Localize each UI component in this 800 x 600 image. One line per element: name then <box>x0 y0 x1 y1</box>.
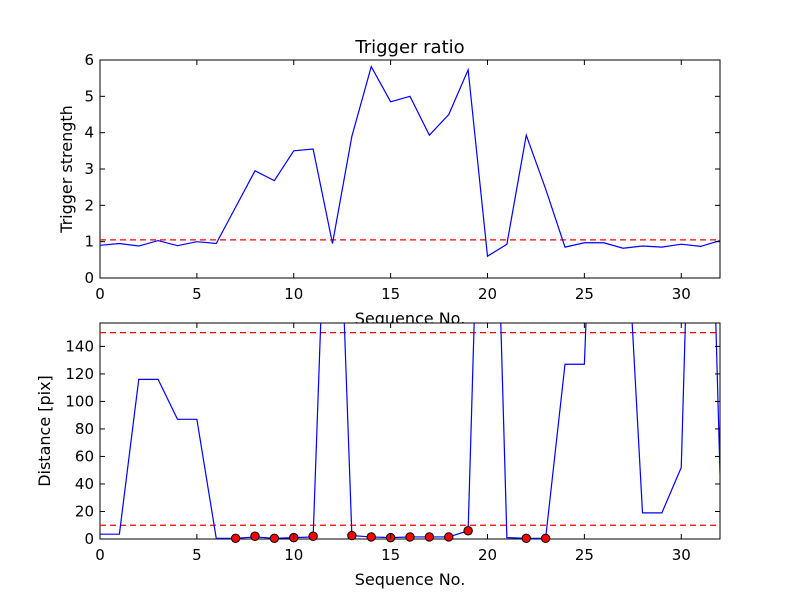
bottom-marker-point <box>347 530 357 541</box>
top-x-tick-label: 5 <box>192 285 202 303</box>
top-y-tick-label: 5 <box>84 87 94 105</box>
top-y-tick-label: 0 <box>84 269 94 287</box>
bottom-x-tick-label: 15 <box>381 546 400 564</box>
bottom-y-tick-label: 100 <box>65 392 94 410</box>
bottom-marker-point <box>250 531 260 541</box>
bottom-x-tick-label: 10 <box>284 546 303 564</box>
top-x-tick-label: 10 <box>284 285 303 303</box>
bottom-marker-point <box>230 533 241 544</box>
bottom-x-tick-label: 0 <box>95 546 105 564</box>
bottom-y-tick-label: 0 <box>84 530 94 548</box>
bottom-x-tick-label: 20 <box>478 546 497 564</box>
bottom-series-line-0 <box>100 323 720 539</box>
bottom-x-tick-label: 25 <box>575 546 594 564</box>
bottom-y-tick-label: 140 <box>65 337 94 355</box>
top-y-tick-label: 6 <box>84 51 94 69</box>
top-x-tick-label: 0 <box>95 285 105 303</box>
bottom-marker-point <box>366 532 376 542</box>
top-plot-area <box>99 59 721 279</box>
top-y-tick-label: 1 <box>84 233 94 251</box>
bottom-marker-point <box>405 532 415 542</box>
bottom-x-axis-label: Sequence No. <box>355 570 466 589</box>
bottom-plot-area <box>99 322 721 540</box>
bottom-marker-point <box>463 526 473 536</box>
bottom-y-tick-label: 60 <box>75 447 94 465</box>
bottom-y-tick-label: 20 <box>75 502 94 520</box>
bottom-marker-point <box>540 533 551 544</box>
top-x-tick-label: 30 <box>672 285 691 303</box>
top-y-tick-label: 3 <box>84 160 94 178</box>
top-x-tick-label: 15 <box>381 285 400 303</box>
top-y-tick-label: 2 <box>84 196 94 214</box>
bottom-x-tick-label: 30 <box>672 546 691 564</box>
bottom-marker-point <box>269 533 280 544</box>
top-series-line-0 <box>100 64 720 258</box>
top-chart-title: Trigger ratio <box>354 37 464 58</box>
bottom-marker-point <box>521 533 531 544</box>
distance-chart: 0 5 10 15 20 25 30 0 20 40 60 80 100 120 140 Sequence … <box>35 322 721 589</box>
top-x-tick-label: 20 <box>478 285 497 303</box>
bottom-x-tick-label: 5 <box>192 546 202 564</box>
bottom-marker-point <box>308 531 318 541</box>
bottom-marker-point <box>424 532 435 542</box>
top-y-axis-label: Trigger strength <box>57 105 76 234</box>
top-x-tick-label: 25 <box>575 285 594 303</box>
bottom-y-axis-label: Distance [pix] <box>35 375 54 487</box>
bottom-marker-point <box>444 532 454 542</box>
top-y-tick-label: 4 <box>84 124 94 142</box>
bottom-y-tick-label: 80 <box>75 420 94 438</box>
bottom-y-tick-label: 120 <box>65 365 94 383</box>
bottom-y-tick-label: 40 <box>75 475 94 493</box>
